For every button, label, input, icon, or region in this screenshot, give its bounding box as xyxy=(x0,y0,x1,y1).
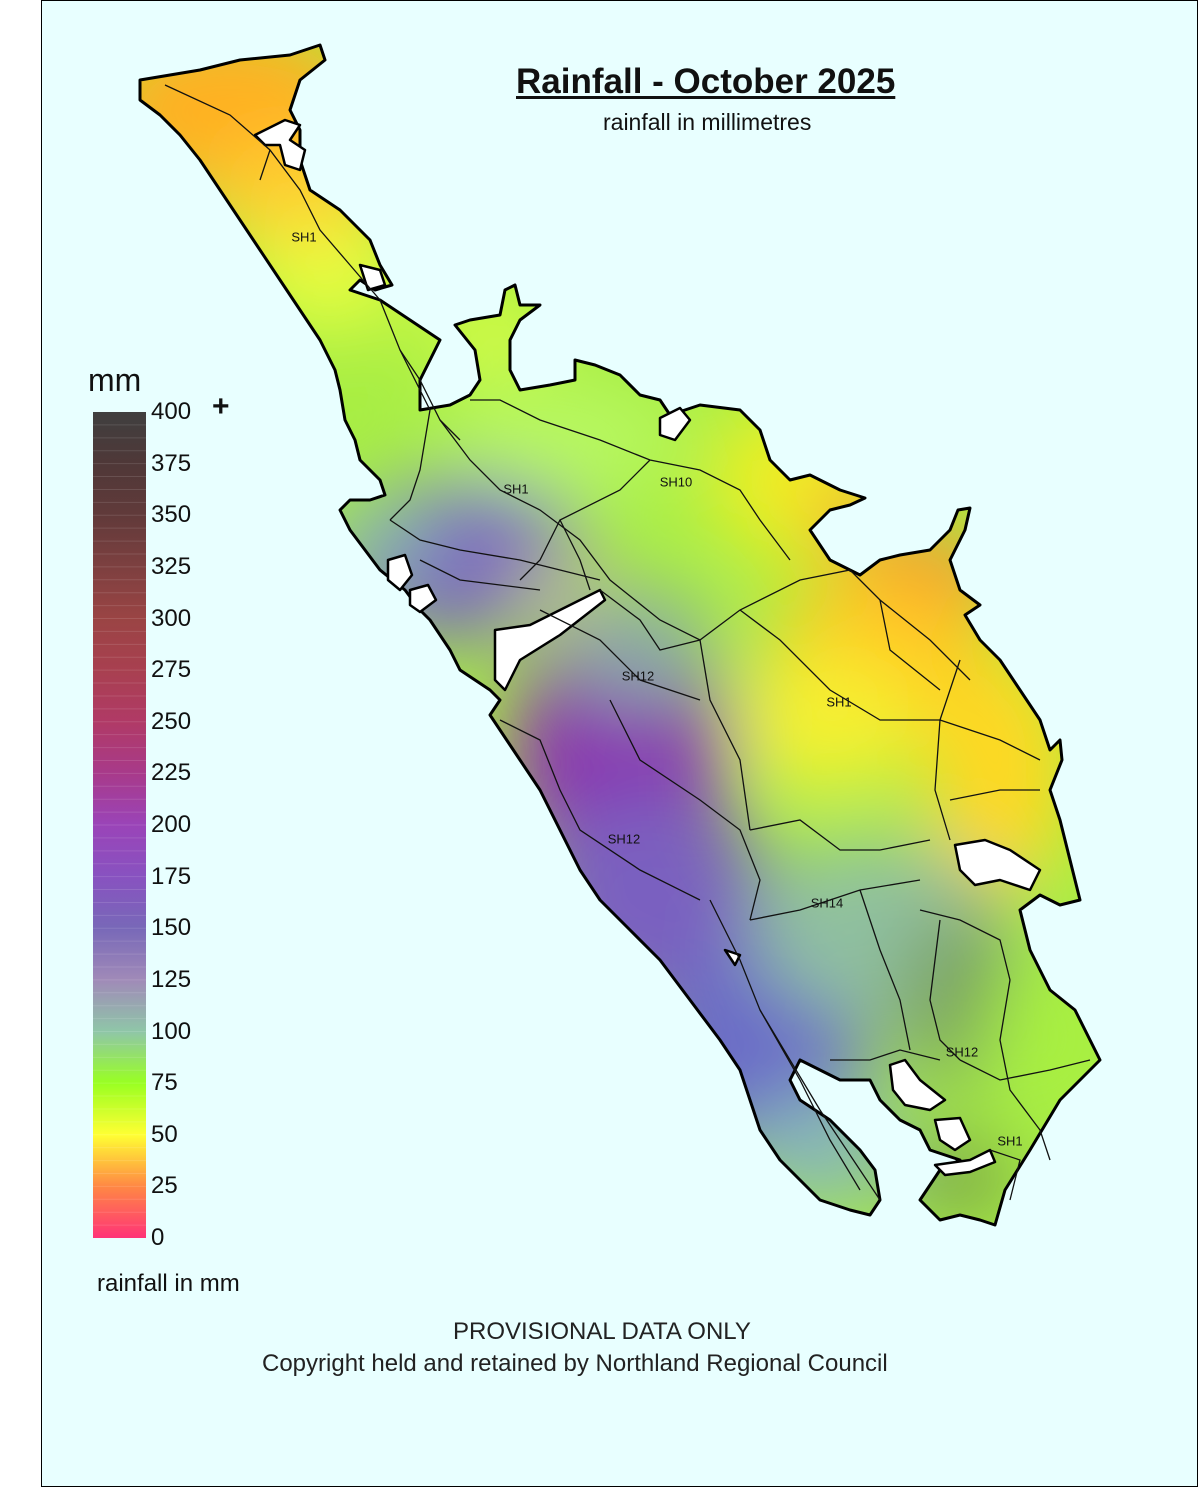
legend-tick-label: 0 xyxy=(151,1224,165,1251)
map-title: Rainfall - October 2025 xyxy=(516,62,896,101)
legend-overflow-marker: + xyxy=(212,390,230,423)
legend-tick-label: 150 xyxy=(151,914,192,942)
provisional-notice: PROVISIONAL DATA ONLY xyxy=(453,1318,751,1345)
road-label: SH1 xyxy=(826,694,852,710)
legend-tick-label: 400 xyxy=(151,398,192,425)
legend-tick-label: 25 xyxy=(151,1172,178,1200)
legend-tick-label: 375 xyxy=(151,449,192,477)
road-label: SH1 xyxy=(997,1133,1023,1149)
copyright-notice: Copyright held and retained by Northland… xyxy=(262,1350,888,1377)
legend-tick-label: 275 xyxy=(151,656,192,684)
road-label: SH1 xyxy=(291,229,317,245)
legend-tick-label: 225 xyxy=(151,759,192,787)
legend-tick-label: 175 xyxy=(151,862,192,890)
road-label: SH1 xyxy=(503,481,529,497)
legend-tick-label: 325 xyxy=(151,552,192,580)
road-label: SH10 xyxy=(659,474,693,490)
legend-tick-label: 250 xyxy=(151,707,192,735)
legend-tick-label: 125 xyxy=(151,965,192,993)
legend-colorbar xyxy=(93,412,146,1238)
legend-tick-label: 75 xyxy=(151,1069,178,1097)
legend-unit: mm xyxy=(88,362,142,398)
map-subtitle: rainfall in millimetres xyxy=(603,109,812,135)
legend-tick-label: 50 xyxy=(151,1120,178,1148)
legend-tick-label: 350 xyxy=(151,501,192,529)
legend-caption: rainfall in mm xyxy=(97,1270,240,1297)
legend-tick-label: 300 xyxy=(151,604,192,632)
road-label: SH12 xyxy=(607,831,641,847)
legend-tick-label: 200 xyxy=(151,811,192,838)
harbours xyxy=(253,118,1042,1177)
road-network xyxy=(164,84,1091,1201)
road-label: SH12 xyxy=(621,668,655,684)
road-label: SH14 xyxy=(810,895,844,911)
road-label: SH12 xyxy=(945,1044,979,1060)
legend-tick-label: 100 xyxy=(151,1017,192,1045)
